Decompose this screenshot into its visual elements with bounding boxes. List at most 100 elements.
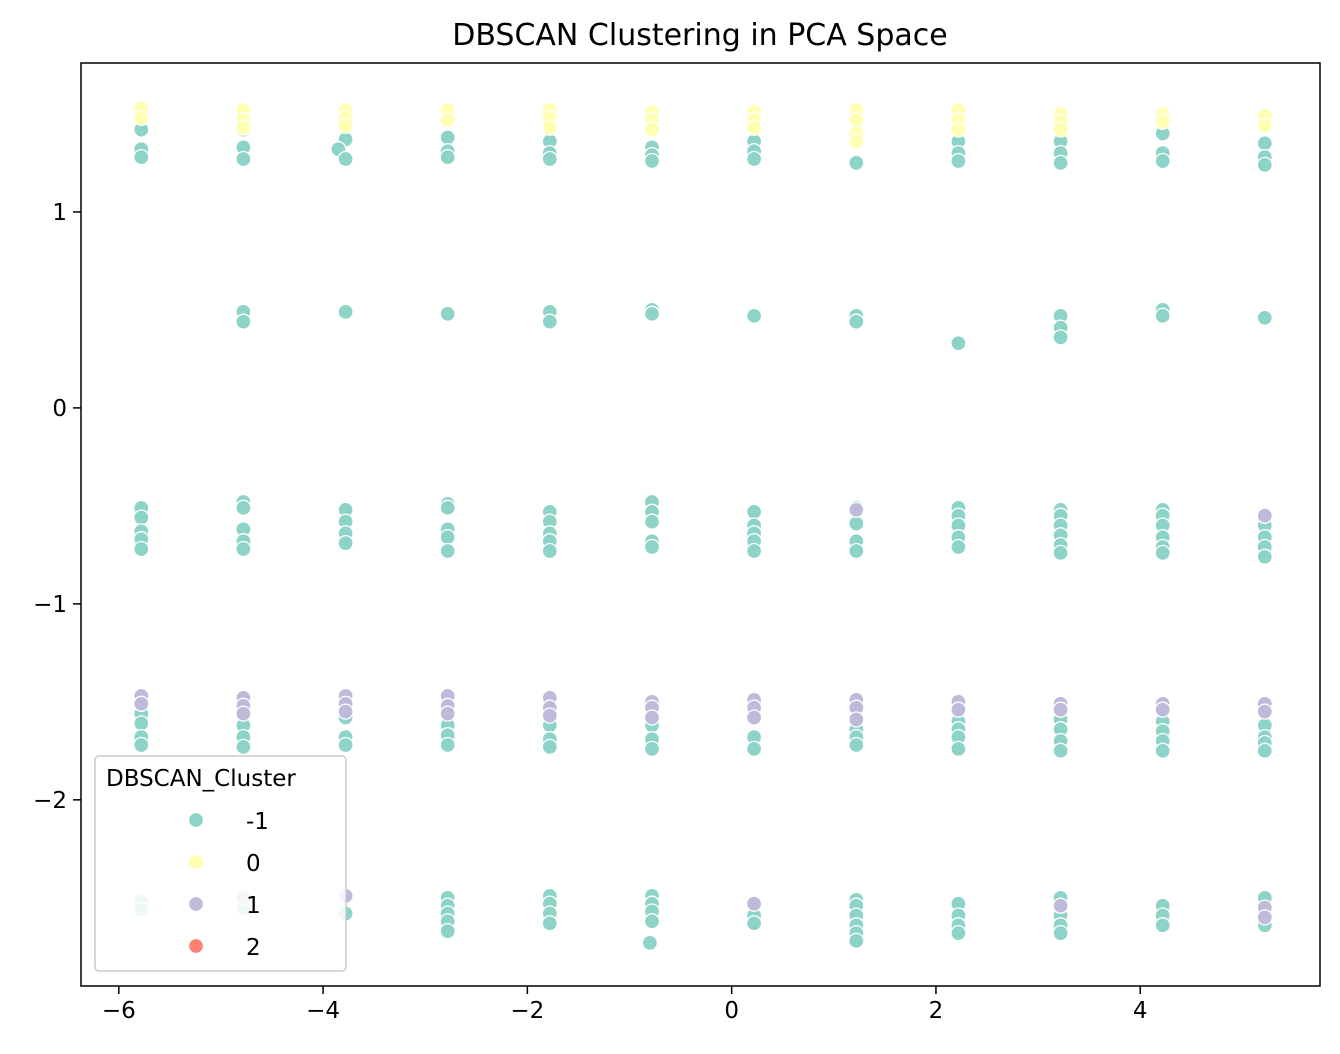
data-point-cluster-1: [541, 707, 558, 724]
data-point-cluster--1: [950, 740, 967, 758]
data-point-cluster--1: [848, 313, 865, 330]
data-point-cluster--1: [1154, 152, 1171, 170]
data-point-cluster--1: [337, 150, 354, 168]
x-tick-label: 4: [1133, 998, 1148, 1024]
data-point-cluster--1: [848, 542, 865, 560]
data-point-cluster-1: [1052, 897, 1069, 914]
data-point-cluster--1: [133, 148, 150, 166]
data-point-cluster--1: [1154, 307, 1171, 324]
data-point-cluster-0: [439, 111, 456, 128]
data-point-cluster--1: [1052, 329, 1069, 346]
data-point-cluster-1: [745, 709, 763, 726]
data-point-cluster--1: [235, 540, 252, 558]
data-point-cluster-1: [1052, 701, 1069, 718]
data-point-cluster--1: [541, 313, 558, 330]
data-point-cluster--1: [1052, 154, 1069, 172]
data-point-cluster-0: [848, 133, 865, 150]
x-tick-label: 2: [929, 998, 944, 1024]
data-point-cluster-1: [1256, 703, 1273, 720]
data-point-cluster--1: [439, 499, 456, 516]
data-point-cluster-1: [439, 705, 456, 722]
points-layer: [133, 99, 1273, 952]
data-point-cluster--1: [643, 513, 661, 530]
data-point-cluster-1: [848, 711, 865, 728]
data-point-cluster-1: [643, 709, 661, 726]
data-point-cluster--1: [848, 515, 865, 532]
legend-marker-cluster-2: [187, 937, 205, 955]
data-point-cluster-1: [1256, 507, 1273, 524]
chart-title: DBSCAN Clustering in PCA Space: [452, 18, 947, 53]
data-point-cluster--1: [439, 922, 456, 940]
data-point-cluster--1: [745, 150, 763, 168]
data-point-cluster--1: [1052, 742, 1069, 759]
data-point-cluster-1: [133, 695, 150, 712]
data-point-cluster-1: [1154, 701, 1171, 718]
data-point-cluster--1: [1052, 544, 1069, 562]
data-point-cluster--1: [439, 305, 456, 322]
data-point-cluster--1: [1256, 742, 1273, 759]
x-tick-label: −6: [102, 998, 136, 1024]
data-point-cluster-1: [745, 895, 763, 912]
data-point-cluster--1: [337, 534, 354, 552]
data-point-cluster--1: [1256, 135, 1273, 152]
data-point-cluster--1: [643, 740, 661, 758]
data-point-cluster-1: [1256, 909, 1273, 926]
data-point-cluster--1: [439, 736, 456, 754]
data-point-cluster-1: [848, 501, 865, 518]
data-point-cluster--1: [439, 148, 456, 166]
x-tick-label: 0: [724, 998, 739, 1024]
data-point-cluster--1: [1154, 742, 1171, 759]
data-point-cluster-0: [950, 121, 967, 138]
data-point-cluster--1: [337, 303, 354, 321]
data-point-cluster--1: [848, 154, 865, 172]
data-point-cluster--1: [337, 736, 354, 754]
data-point-cluster--1: [950, 152, 967, 170]
data-point-cluster--1: [1256, 156, 1273, 174]
data-point-cluster-0: [235, 119, 252, 136]
data-point-cluster--1: [541, 150, 558, 168]
data-point-cluster--1: [133, 540, 150, 558]
y-axis: −2 −1 0 1: [33, 200, 81, 814]
y-tick-label: −1: [33, 592, 67, 618]
data-point-cluster--1: [235, 150, 252, 168]
x-tick-label: −4: [306, 998, 340, 1024]
legend-marker-cluster-1: [187, 895, 205, 913]
data-point-cluster--1: [745, 307, 763, 324]
legend-title: DBSCAN_Cluster: [106, 766, 296, 792]
data-point-cluster-0: [1256, 117, 1273, 134]
legend-label-cluster-0: 0: [246, 851, 261, 877]
y-tick-label: −2: [33, 788, 67, 814]
legend-marker-cluster--1: [187, 811, 205, 829]
plot-frame: [80, 62, 1321, 987]
data-point-cluster-1: [337, 703, 354, 720]
data-point-cluster-0: [337, 117, 354, 134]
data-point-cluster-0: [133, 109, 150, 127]
data-point-cluster-0: [745, 119, 763, 136]
data-point-cluster--1: [439, 129, 456, 146]
data-point-cluster--1: [439, 529, 456, 546]
data-point-cluster--1: [950, 924, 967, 942]
data-point-cluster--1: [1154, 917, 1171, 934]
data-point-cluster--1: [950, 538, 967, 556]
legend-box: [94, 755, 347, 972]
legend-label-cluster--1: -1: [246, 809, 269, 835]
y-tick-label: 0: [52, 396, 67, 422]
data-point-cluster--1: [641, 934, 659, 952]
data-point-cluster--1: [1052, 924, 1069, 942]
data-point-cluster--1: [541, 915, 558, 932]
data-point-cluster-1: [950, 701, 967, 718]
data-point-cluster--1: [643, 152, 661, 170]
data-point-cluster--1: [541, 738, 558, 756]
data-point-cluster--1: [235, 499, 252, 516]
data-point-cluster--1: [1154, 544, 1171, 562]
y-tick-label: 1: [52, 200, 67, 226]
data-point-cluster--1: [643, 538, 661, 556]
data-point-cluster-0: [1052, 121, 1069, 138]
legend-entries: -1 0 1 2: [187, 809, 269, 961]
legend: DBSCAN_Cluster -1 0 1 2: [94, 755, 347, 972]
legend-label-cluster-1: 1: [246, 893, 261, 919]
data-point-cluster--1: [745, 503, 763, 520]
data-point-cluster--1: [1256, 309, 1273, 326]
data-point-cluster--1: [745, 915, 763, 932]
